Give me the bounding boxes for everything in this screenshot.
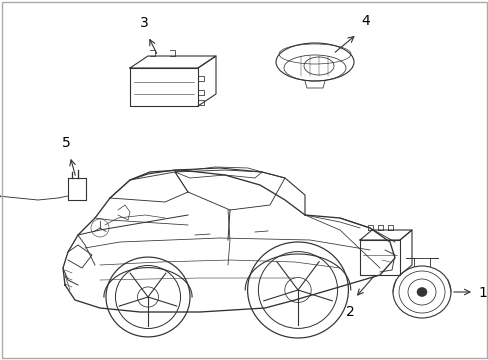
Text: 2: 2 [345, 305, 354, 319]
Text: 5: 5 [61, 136, 70, 150]
Text: 4: 4 [360, 14, 369, 28]
Text: 3: 3 [140, 16, 148, 30]
Text: 1: 1 [477, 286, 486, 300]
Ellipse shape [416, 288, 426, 297]
